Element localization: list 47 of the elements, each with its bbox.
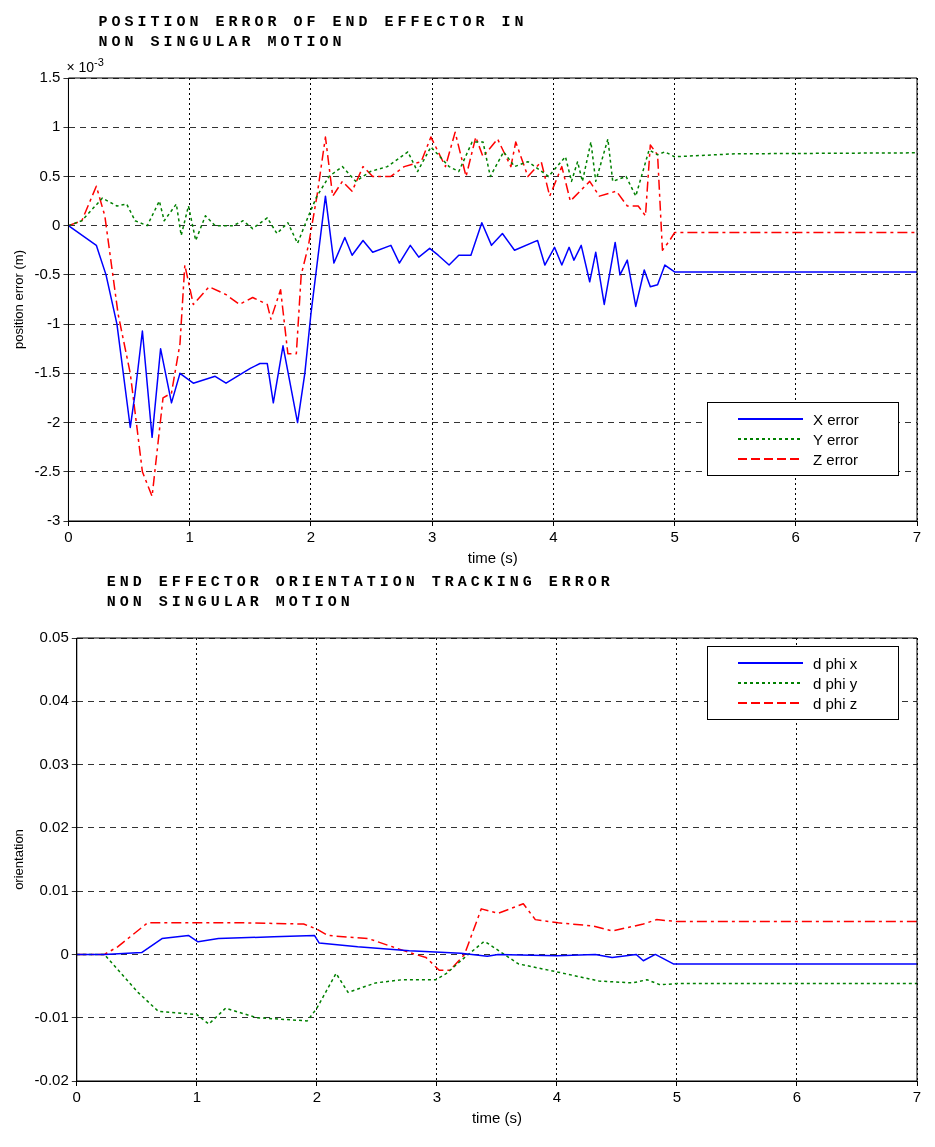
y-tick-label: -3	[47, 511, 61, 529]
x-tick-label: 2	[306, 528, 316, 546]
chart-title: POSITION ERROR OF END EFFECTOR IN NON SINGULAR MOTION	[98, 14, 528, 51]
y-tick-label: -2.5	[34, 461, 61, 479]
x-tick-label: 7	[912, 1088, 922, 1106]
chart-title: END EFFECTOR ORIENTATION TRACKING ERROR NON SINGULAR MOTION	[106, 574, 614, 611]
y-tick-label: -1.5	[34, 363, 61, 381]
y-tick-label: -0.01	[34, 1007, 69, 1025]
x-tick-label: 7	[912, 528, 922, 546]
x-tick-label: 0	[72, 1088, 81, 1106]
x-tick-label: 6	[791, 528, 800, 546]
legend-label: X error	[813, 410, 859, 428]
x-tick-label: 3	[427, 528, 437, 546]
x-tick-label: 5	[672, 1088, 682, 1106]
x-axis-title: time (s)	[467, 549, 518, 567]
y-tick-label: 0.04	[39, 691, 69, 709]
y-tick-label: 0	[52, 215, 61, 233]
x-tick-label: 5	[670, 528, 679, 546]
y-tick-label: 0.01	[39, 881, 69, 899]
y-tick-label: 0	[60, 944, 69, 962]
x-tick-label: 2	[312, 1088, 322, 1106]
y-tick-label: 1	[52, 117, 61, 135]
x-tick-label: 4	[552, 1088, 562, 1106]
x-tick-label: 3	[432, 1088, 442, 1106]
x-tick-label: 6	[792, 1088, 802, 1106]
y-axis-title: position error (m)	[11, 250, 27, 349]
y-tick-label: -0.02	[34, 1071, 69, 1089]
line-series	[68, 131, 917, 498]
y-tick-label: -1	[47, 314, 61, 332]
y-tick-label: -0.5	[34, 265, 61, 283]
legend-label: Y error	[813, 430, 859, 448]
y-tick-label: 0.05	[39, 628, 69, 646]
legend-label: d phi y	[813, 674, 858, 692]
legend-label: d phi z	[813, 694, 858, 712]
y-tick-label: -2	[47, 412, 61, 430]
y-tick-label: 0.02	[39, 818, 69, 835]
x-axis-title: time (s)	[471, 1109, 522, 1127]
x-tick-label: 1	[192, 1088, 201, 1106]
y-tick-label: 0.5	[39, 166, 61, 184]
legend-label: Z error	[813, 450, 858, 468]
y-axis-title: orientation	[11, 829, 27, 890]
x-tick-label: 4	[549, 528, 558, 546]
x-tick-label: 1	[185, 528, 194, 546]
y-tick-label: 1.5	[39, 68, 61, 86]
y-tick-label: 0.03	[39, 754, 69, 772]
line-series	[68, 138, 917, 245]
legend-label: d phi x	[813, 654, 858, 672]
